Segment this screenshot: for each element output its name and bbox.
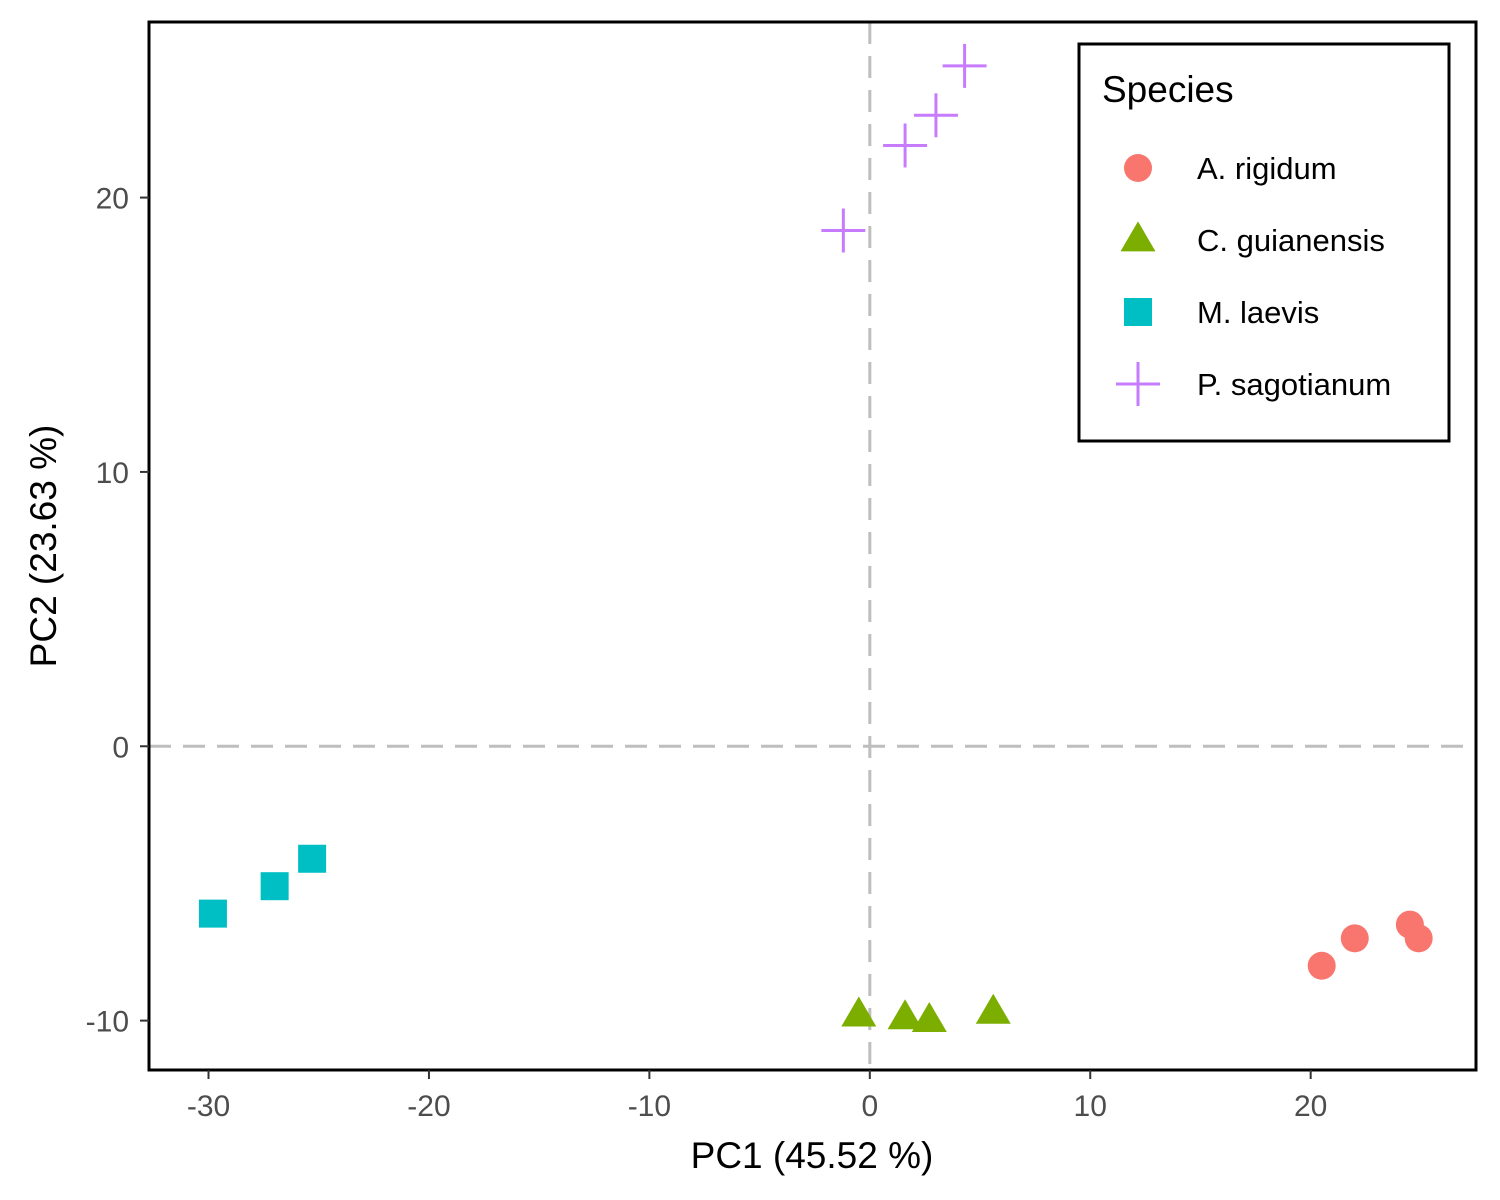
legend-key-c-guianensis (1120, 221, 1156, 252)
point-c-guianensis (911, 1002, 947, 1033)
y-tick-label: 0 (112, 731, 129, 764)
y-tick-label: 20 (96, 183, 129, 216)
point-c-guianensis (841, 996, 877, 1027)
point-m-laevis (260, 872, 289, 901)
x-tick-label: 0 (861, 1090, 878, 1123)
x-axis: -30 -20 -10 0 10 20 (187, 1070, 1327, 1123)
y-axis: -10 0 10 20 (86, 183, 149, 1039)
legend-key-m-laevis (1124, 298, 1152, 326)
legend-title: Species (1102, 69, 1234, 110)
y-tick-label: 10 (96, 457, 129, 490)
x-tick-label: 10 (1074, 1090, 1107, 1123)
point-p-sagotianum (883, 123, 928, 168)
legend-label-p-sagotianum: P. sagotianum (1197, 367, 1391, 402)
point-a-rigidum (1404, 924, 1433, 953)
x-tick-label: 20 (1294, 1090, 1327, 1123)
legend: Species A. rigidum C. guianensis M. laevis… (1077, 42, 1451, 443)
x-tick-label: -30 (187, 1090, 230, 1123)
y-tick-label: -10 (86, 1006, 129, 1039)
point-p-sagotianum (821, 208, 866, 253)
legend-label-a-rigidum: A. rigidum (1197, 151, 1337, 186)
x-axis-title: PC1 (45.52 %) (691, 1135, 934, 1176)
point-a-rigidum (1340, 924, 1369, 953)
point-c-guianensis (887, 999, 923, 1030)
x-tick-label: -10 (628, 1090, 671, 1123)
point-p-sagotianum (942, 43, 987, 88)
y-axis-title: PC2 (23.63 %) (23, 425, 64, 668)
x-tick-label: -20 (407, 1090, 450, 1123)
legend-items: A. rigidum C. guianensis M. laevis P. sagot… (1116, 151, 1391, 406)
legend-label-c-guianensis: C. guianensis (1197, 223, 1385, 258)
point-c-guianensis (975, 993, 1011, 1024)
legend-label-m-laevis: M. laevis (1197, 295, 1319, 330)
point-m-laevis (298, 844, 327, 873)
reference-lines (149, 22, 1476, 1070)
plot-panel-border (147, 20, 1478, 1072)
point-a-rigidum (1307, 951, 1336, 980)
data-points (198, 43, 1433, 1033)
point-m-laevis (198, 899, 227, 928)
legend-key-p-sagotianum (1116, 362, 1160, 406)
legend-key-a-rigidum (1124, 154, 1152, 182)
point-p-sagotianum (913, 93, 958, 138)
